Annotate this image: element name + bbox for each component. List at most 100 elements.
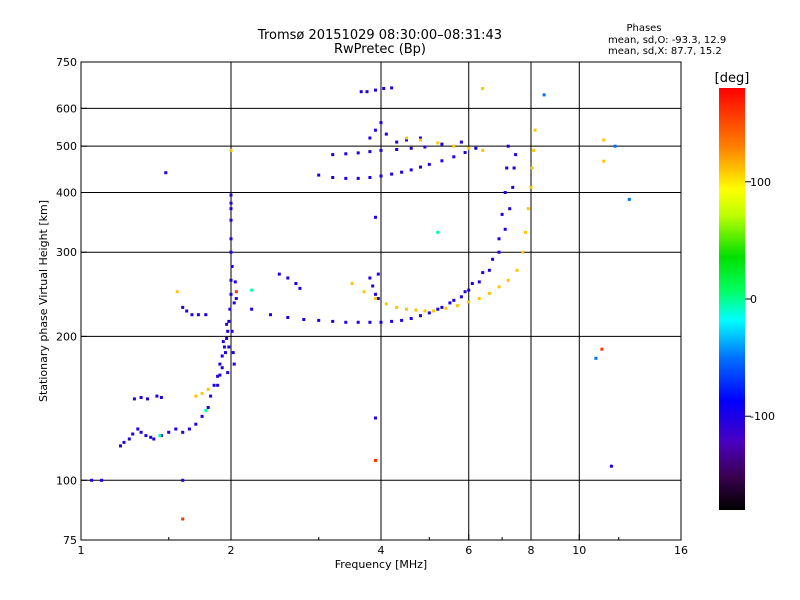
echo-point [395, 305, 399, 309]
echo-point [218, 373, 222, 377]
echo-point [200, 414, 204, 418]
echo-point [440, 142, 444, 146]
echo-point [331, 153, 335, 157]
echo-point [414, 308, 418, 312]
echo-point [419, 314, 422, 318]
echo-point [181, 517, 185, 521]
echo-point [144, 434, 148, 438]
echo-point [146, 397, 149, 401]
echo-point [122, 440, 126, 444]
y-tick-label: 200 [56, 330, 77, 343]
echo-point [409, 168, 413, 172]
echo-point [119, 444, 122, 448]
echo-point [477, 297, 481, 300]
echo-point [436, 141, 440, 145]
echo-point [230, 329, 234, 333]
echo-point [356, 320, 360, 324]
echo-point [374, 215, 377, 219]
x-tick-label: 1 [78, 544, 85, 557]
echo-point [515, 268, 519, 272]
echo-point [532, 148, 536, 152]
echo-point [269, 313, 272, 317]
echo-point [368, 320, 372, 324]
echo-point [187, 427, 191, 431]
echo-point [356, 151, 360, 155]
echo-point [181, 305, 185, 309]
echo-point [277, 272, 281, 276]
echo-point [400, 170, 404, 174]
echo-point [379, 174, 383, 178]
echo-point [419, 138, 422, 142]
echo-point [225, 337, 229, 340]
echo-point [368, 276, 372, 280]
echo-point [609, 464, 613, 468]
x-axis-label: Frequency [MHz] [335, 558, 427, 571]
echo-point [390, 86, 394, 90]
echo-point [190, 313, 194, 317]
echo-point [506, 144, 510, 148]
colorbar [719, 88, 745, 510]
echo-point [196, 313, 200, 317]
echo-point [477, 280, 481, 284]
echo-point [159, 396, 163, 399]
echo-point [395, 140, 399, 144]
echo-point [481, 271, 485, 275]
echo-point [230, 265, 234, 268]
echo-point [206, 406, 210, 409]
echo-point [350, 282, 354, 285]
echo-point [374, 128, 377, 132]
echo-point [331, 176, 335, 179]
echo-point [221, 340, 225, 344]
echo-point [216, 383, 220, 387]
echo-point [376, 272, 380, 276]
echo-point [497, 237, 501, 241]
echo-point [529, 185, 533, 189]
echo-point [286, 316, 290, 319]
echo-point [286, 276, 290, 280]
x-axis-ticks: 1 2 4 6 8 10 16 [78, 534, 688, 557]
echo-point [467, 300, 471, 304]
echo-point [231, 351, 235, 355]
data-points [90, 86, 631, 521]
echo-point [379, 121, 383, 125]
echo-point [368, 176, 372, 179]
echo-point [503, 191, 507, 194]
echo-point [194, 422, 198, 426]
echo-point [181, 478, 185, 482]
echo-point [344, 320, 348, 324]
echo-point [444, 306, 448, 310]
echo-point [508, 207, 512, 211]
echo-point [229, 193, 233, 197]
echo-point [432, 309, 436, 313]
echo-point [436, 307, 440, 311]
colorbar-label: [deg] [715, 71, 750, 86]
echo-point [368, 136, 372, 140]
echo-point [452, 144, 456, 148]
echo-point [212, 383, 216, 387]
y-tick-label: 500 [56, 140, 77, 153]
echo-point [436, 230, 440, 234]
echo-point [229, 292, 233, 296]
echo-point [627, 197, 631, 201]
echo-point [511, 185, 515, 189]
echo-point [395, 148, 399, 151]
x-tick-label: 8 [528, 544, 535, 557]
echo-point [331, 319, 335, 323]
echo-point [463, 290, 467, 294]
echo-point [500, 212, 504, 216]
echo-point [155, 394, 159, 398]
echo-point [90, 478, 94, 482]
echo-point [405, 136, 408, 140]
echo-point [379, 320, 383, 324]
echo-point [229, 218, 233, 222]
echo-point [164, 171, 168, 175]
echo-point [216, 374, 220, 378]
echo-point [419, 136, 422, 140]
echo-point [474, 146, 478, 150]
echo-point [204, 313, 208, 317]
echo-point [167, 430, 171, 434]
phases-stats-x: mean, sd,X: 87.7, 15.2 [608, 46, 722, 57]
echo-point [452, 298, 456, 302]
echo-point [365, 90, 369, 94]
x-tick-label: 16 [674, 544, 688, 557]
